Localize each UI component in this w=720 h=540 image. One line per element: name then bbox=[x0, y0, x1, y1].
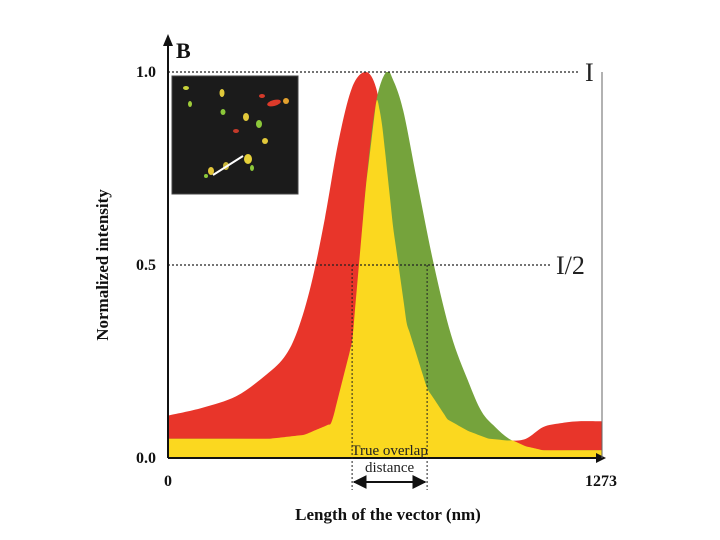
x-axis-arrow-icon bbox=[596, 453, 606, 463]
microscopy-inset-image bbox=[171, 75, 299, 195]
y-tick-label: 0.0 bbox=[136, 450, 156, 467]
y-tick-label: 0.5 bbox=[136, 257, 156, 274]
x-axis-label: Length of the vector (nm) bbox=[295, 505, 481, 524]
reference-line-label: I/2 bbox=[556, 251, 585, 280]
x-tick-label: 1273 bbox=[585, 473, 617, 490]
y-axis-label: Normalized intensity bbox=[93, 189, 112, 341]
y-axis-arrow-icon bbox=[163, 34, 173, 46]
x-tick-label: 0 bbox=[164, 473, 172, 490]
overlap-annotation-line1: True overlap bbox=[351, 443, 428, 459]
panel-label: B bbox=[176, 38, 191, 63]
y-tick-label: 1.0 bbox=[136, 64, 156, 81]
reference-line-label: I bbox=[585, 58, 594, 87]
series-overlap-area bbox=[168, 100, 602, 458]
overlap-annotation-line2: distance bbox=[365, 460, 414, 476]
